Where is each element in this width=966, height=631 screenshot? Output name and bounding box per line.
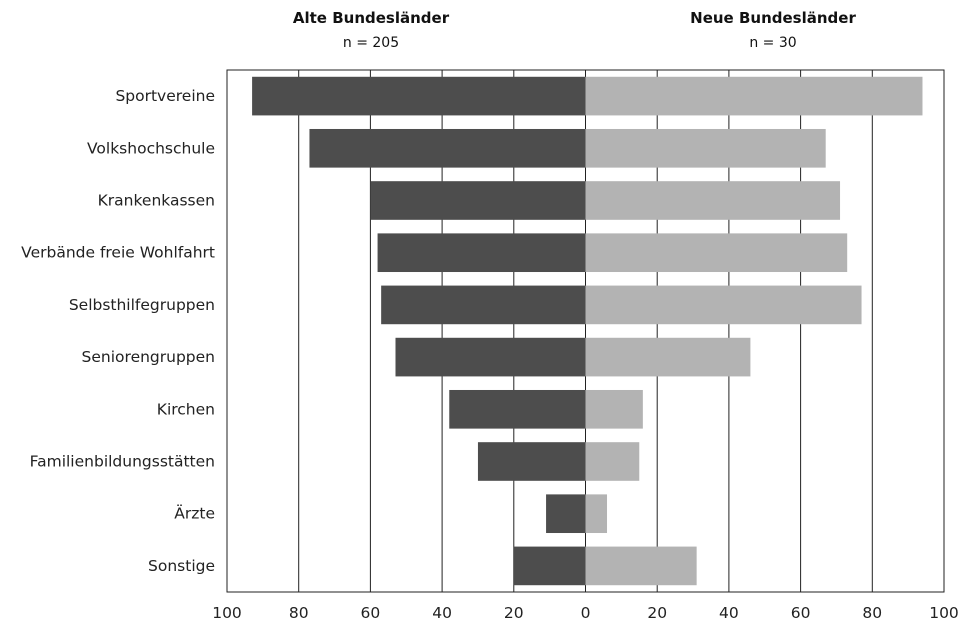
bar-alte-bundeslaender	[377, 233, 586, 273]
category-label: Kirchen	[157, 400, 215, 418]
bar-neue-bundeslaender	[585, 337, 751, 377]
category-label: Volkshochschule	[87, 139, 215, 157]
category-label: Seniorengruppen	[82, 348, 215, 366]
x-tick-label: 80	[862, 604, 882, 622]
category-label: Selbsthilfegruppen	[69, 296, 215, 314]
bar-neue-bundeslaender	[585, 181, 841, 220]
category-label: Verbände freie Wohlfahrt	[21, 244, 215, 262]
category-label: Familienbildungsstätten	[30, 453, 215, 471]
bar-alte-bundeslaender	[309, 128, 586, 168]
bar-alte-bundeslaender	[477, 442, 586, 481]
x-tick-label: 100	[929, 604, 959, 622]
x-tick-label: 20	[504, 604, 524, 622]
bar-neue-bundeslaender	[585, 76, 923, 116]
bars	[252, 76, 923, 586]
bar-neue-bundeslaender	[585, 285, 862, 325]
bar-alte-bundeslaender	[449, 389, 586, 429]
category-label: Ärzte	[174, 504, 215, 523]
category-label: Krankenkassen	[98, 192, 215, 210]
right-series-n: n = 30	[749, 35, 796, 51]
category-labels: Sportvereine Volkshochschule Krankenkassen…	[21, 87, 215, 575]
x-tick-label: 100	[212, 604, 242, 622]
left-series-n: n = 205	[343, 35, 399, 51]
bar-neue-bundeslaender	[585, 494, 608, 534]
left-series-title: Alte Bundesländer	[293, 9, 450, 27]
category-label: Sonstige	[148, 557, 215, 575]
x-tick-label: 40	[432, 604, 452, 622]
bar-alte-bundeslaender	[513, 546, 586, 586]
bar-alte-bundeslaender	[252, 76, 586, 116]
right-series-title: Neue Bundesländer	[690, 9, 856, 27]
plot-frame	[226, 69, 945, 593]
bar-neue-bundeslaender	[585, 128, 826, 168]
bar-alte-bundeslaender	[370, 181, 586, 220]
x-tick-label: 60	[791, 604, 811, 622]
x-tick-label: 0	[581, 604, 591, 622]
bar-alte-bundeslaender	[395, 337, 586, 377]
category-label: Sportvereine	[115, 87, 215, 105]
bar-neue-bundeslaender	[585, 442, 640, 481]
x-tick-label: 40	[719, 604, 739, 622]
bar-alte-bundeslaender	[546, 494, 586, 534]
x-tick-label: 20	[647, 604, 667, 622]
bar-alte-bundeslaender	[381, 285, 586, 325]
bar-neue-bundeslaender	[585, 233, 848, 273]
bar-neue-bundeslaender	[585, 546, 697, 586]
x-tick-label: 80	[289, 604, 309, 622]
x-tick-labels: 100 80 60 40 20 0 20 40 60 80 100	[212, 604, 959, 622]
bar-neue-bundeslaender	[585, 389, 643, 429]
x-tick-label: 60	[361, 604, 381, 622]
